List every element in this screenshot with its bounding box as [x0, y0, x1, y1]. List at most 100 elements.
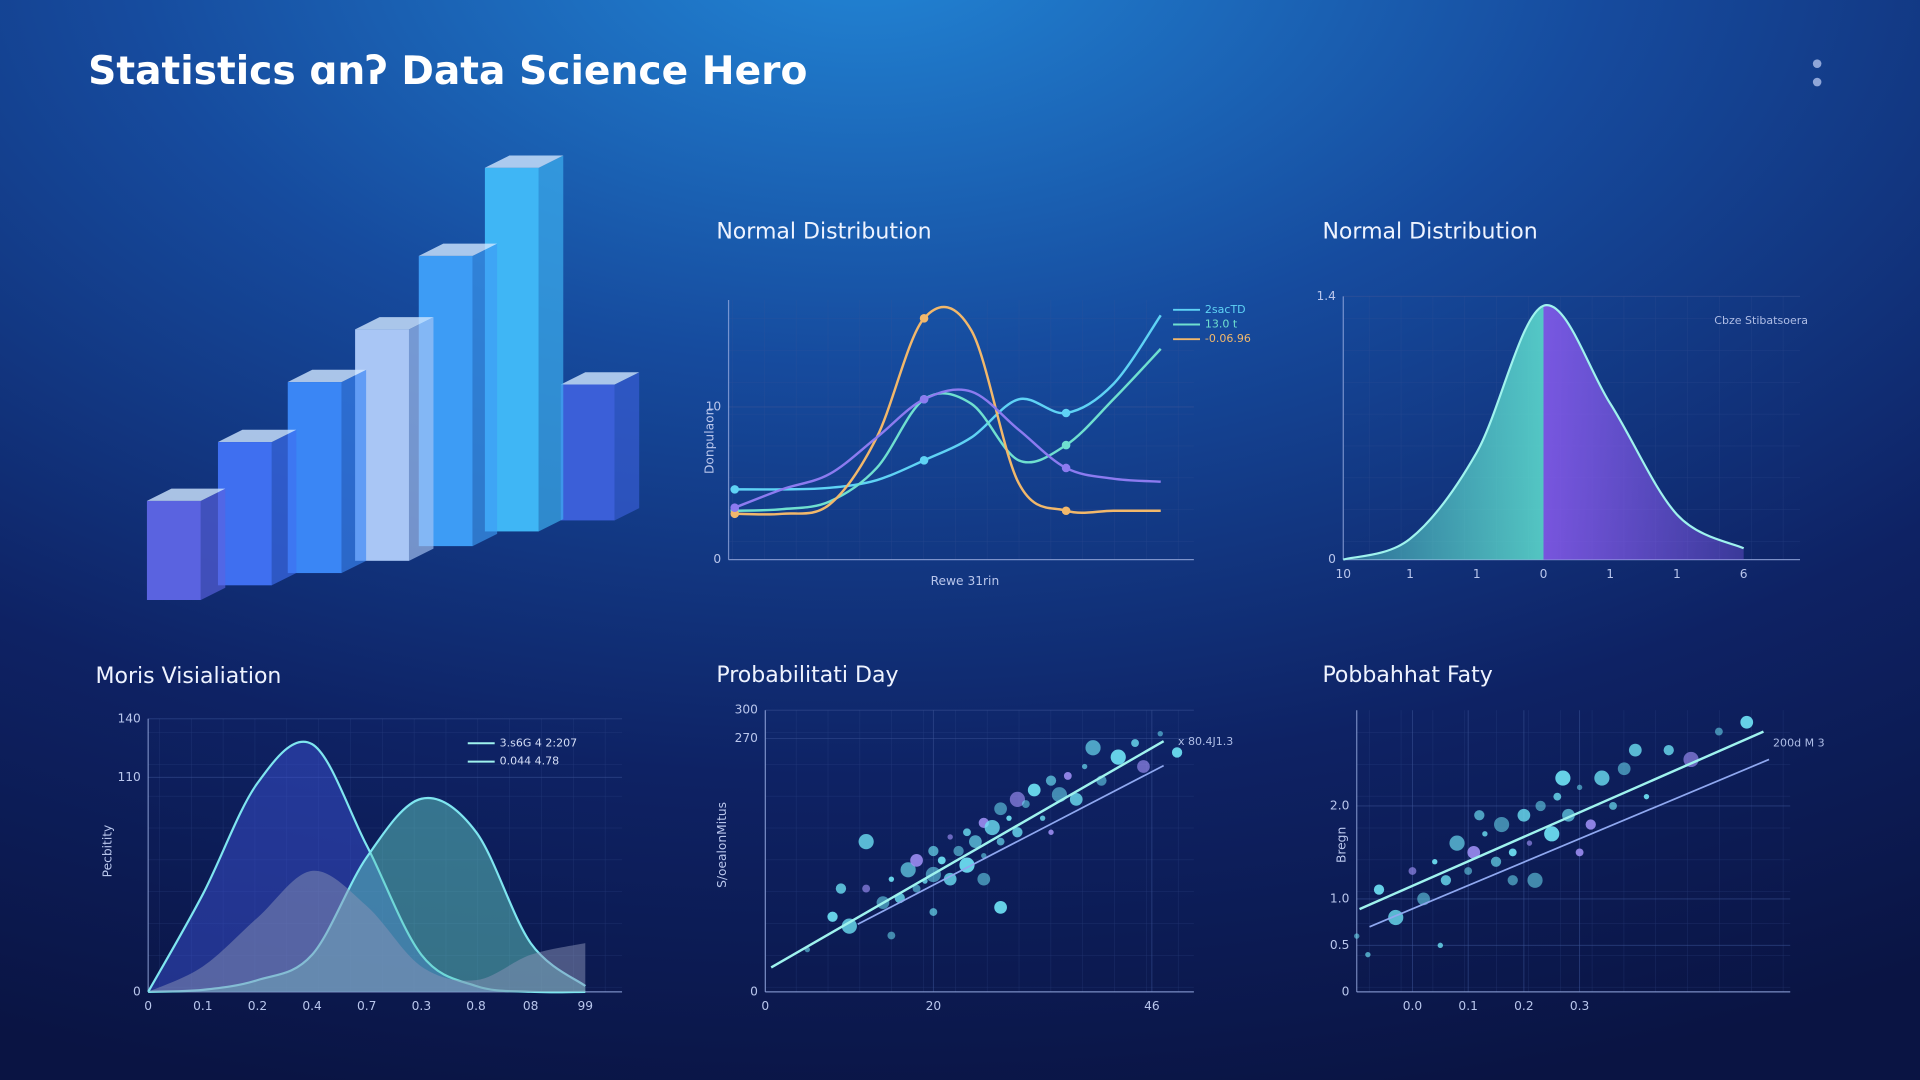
chart-title: Moris Visialiation [96, 664, 282, 689]
scatter-point [1006, 815, 1012, 821]
scatter-point [1063, 772, 1072, 780]
y-tick-label: 2.0 [1330, 798, 1349, 812]
scatter-point [1609, 802, 1617, 810]
line-series [734, 388, 1161, 509]
scatter-point [929, 908, 938, 916]
scatter-point [996, 837, 1005, 846]
bar-front [217, 442, 272, 586]
menu-dot[interactable] [1812, 77, 1822, 87]
x-tick-label: 0.1 [193, 999, 212, 1013]
trend-line [770, 740, 1165, 969]
y-tick-label: 300 [735, 703, 758, 717]
bar-top [217, 429, 297, 443]
scatter-point [1527, 872, 1543, 888]
y-tick-label: 0 [133, 984, 141, 998]
scatter-point [1555, 770, 1571, 786]
scatter-point [887, 931, 896, 940]
scatter-point [1045, 775, 1057, 786]
scatter-point [1714, 727, 1723, 736]
bar-side [538, 155, 564, 532]
scatter-point [858, 834, 874, 850]
bar-front [560, 384, 615, 521]
y-tick-label: 0 [750, 984, 758, 998]
y-tick-label: 0 [713, 552, 721, 566]
area-series [148, 870, 586, 992]
scatter-point [1027, 783, 1041, 797]
bar-front [146, 500, 201, 600]
scatter-point [1085, 740, 1101, 756]
scatter-point [835, 883, 847, 894]
trend-line [1359, 730, 1764, 911]
legend-label: 3.s6G 4 2:207 [500, 736, 578, 749]
x-tick-label: 20 [926, 999, 942, 1013]
legend-label: -0.06.96 [1205, 332, 1251, 345]
line-marker [1061, 408, 1071, 418]
y-tick-label: 10 [706, 399, 722, 413]
scatter-point [969, 835, 982, 848]
scatter-point [994, 802, 1007, 816]
y-tick-label: 110 [117, 770, 140, 784]
bar-top [484, 155, 564, 168]
scatter-point [1508, 848, 1517, 857]
line-marker [919, 314, 929, 323]
scatter-point [1365, 951, 1371, 958]
x-tick-label: 1 [1673, 567, 1681, 581]
scatter-point [1628, 743, 1642, 757]
scatter-point [1373, 884, 1385, 895]
line-series [734, 305, 1161, 516]
annotation: Cbze Stibatsoera [1714, 314, 1808, 327]
scatter-point [1012, 827, 1023, 838]
bar-side [614, 372, 640, 521]
y-tick-label: 270 [735, 731, 758, 745]
x-tick-label: 0.4 [302, 999, 322, 1013]
bar [217, 429, 297, 586]
menu-button[interactable] [1812, 59, 1822, 87]
plot-background [728, 300, 1194, 560]
scatter-point [943, 872, 957, 886]
chart-title: Normal Distribution [716, 220, 931, 245]
scatter-point [984, 819, 1000, 836]
y-tick-label: 0 [1328, 552, 1336, 566]
scatter-point [1507, 875, 1518, 886]
trend-line [857, 764, 1165, 926]
x-tick-label: 0.0 [1403, 999, 1422, 1013]
x-tick-label: 0.3 [1570, 999, 1589, 1013]
scatter-point [1009, 791, 1025, 807]
bar-top [418, 243, 498, 256]
menu-dot[interactable] [1812, 59, 1822, 68]
scatter-point [928, 845, 939, 857]
scatter-point [912, 884, 921, 893]
scatter-point [1408, 867, 1417, 875]
bar-top [355, 317, 434, 330]
x-tick-label: 10 [1335, 567, 1351, 581]
scatter-point [937, 856, 946, 865]
plot-background [1356, 710, 1791, 992]
legend-label: 0.044 4.78 [500, 755, 560, 768]
area-series [148, 797, 586, 992]
bar-top [146, 488, 226, 501]
y-axis-label: Pecbitity [100, 825, 114, 878]
bar-front [287, 382, 342, 574]
y-axis-label: S/oealonMitus [715, 802, 729, 888]
x-tick-label: 0.2 [248, 999, 267, 1013]
scatter-point [977, 872, 991, 886]
x-tick-label: 46 [1144, 999, 1160, 1013]
scatter-point [1683, 751, 1699, 768]
x-tick-label: 1 [1606, 567, 1614, 581]
scatter-point [1526, 840, 1533, 846]
scatter-point [1437, 942, 1444, 949]
scatter-point [1157, 730, 1163, 737]
scatter-point [981, 853, 987, 859]
scatter-point [910, 854, 923, 867]
scatter-point [1039, 815, 1046, 821]
scatter-point [1585, 819, 1596, 830]
x-tick-label: 1 [1473, 567, 1481, 581]
bar [146, 488, 226, 600]
legend-label: 13.0 t [1205, 317, 1238, 330]
scatter-point [1482, 831, 1488, 837]
bar [560, 372, 640, 521]
y-tick-label: 0 [1342, 984, 1350, 998]
scatter-point [1440, 875, 1452, 886]
scatter-point [1432, 859, 1438, 865]
